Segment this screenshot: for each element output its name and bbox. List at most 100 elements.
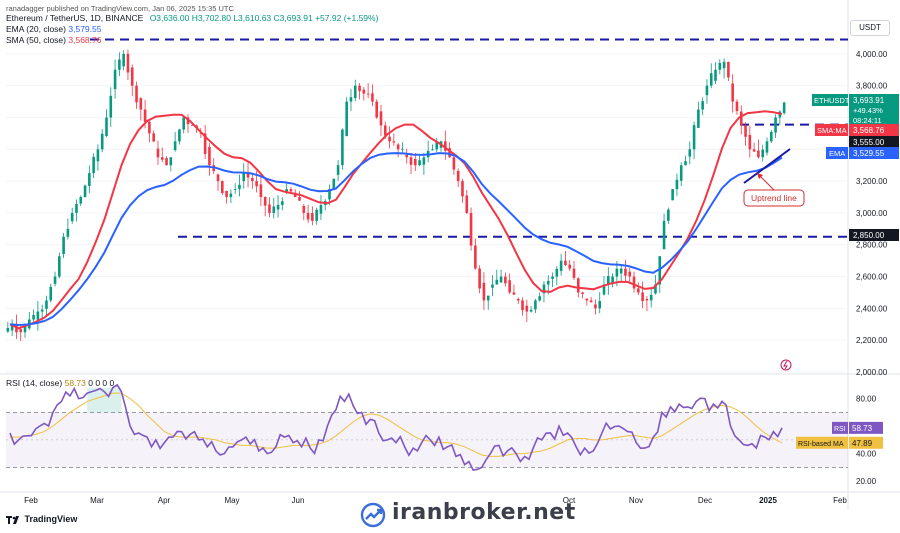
candle-body — [392, 141, 396, 143]
candle-body — [512, 292, 516, 295]
ema-label: EMA (20, close) — [6, 24, 66, 34]
candle-body — [233, 189, 237, 190]
candle-body — [251, 177, 254, 182]
candle-body — [748, 134, 752, 150]
candle-body — [739, 111, 743, 126]
ema-legend[interactable]: EMA (20, close) 3,579.55 — [6, 24, 101, 35]
candle-body — [255, 181, 258, 187]
candle-body — [474, 245, 477, 269]
annotation-text: Uptrend line — [751, 193, 797, 203]
price-tag-current: 3,693.91 — [853, 96, 885, 105]
candle-body — [285, 189, 288, 193]
candle-body — [658, 256, 662, 285]
price-tag-value: 3,529.55 — [853, 149, 885, 158]
rsi-ma-tag-name: RSI-based MA — [798, 441, 844, 448]
rsi-tag-name-bg — [832, 421, 848, 434]
candle-body — [697, 109, 700, 128]
candle-body — [718, 62, 722, 70]
watermark-text: iranbroker.net — [392, 500, 576, 525]
publisher-text: ranadagger published on TradingView.com,… — [6, 4, 234, 13]
ema-value: 3,579.55 — [68, 24, 102, 34]
sma-legend[interactable]: SMA (50, close) 3,568.76 — [6, 35, 101, 46]
candle-body — [478, 268, 481, 289]
candle-body — [714, 69, 717, 81]
candle-body — [602, 284, 606, 295]
annotation-arrowhead — [757, 173, 763, 179]
candle-body — [568, 264, 571, 269]
time-tick-label: Dec — [698, 496, 712, 505]
candle-body — [598, 301, 602, 309]
price-tag-value: 3,568.76 — [853, 126, 885, 135]
price-tags: ETHUSDT 3,693.91+49.43%08:24:11 SMA:MA 3,56… — [812, 94, 899, 241]
rsi-extra: 0 0 0 0 — [88, 378, 115, 388]
candle-body — [709, 73, 713, 86]
candle-body — [757, 150, 760, 158]
candle-body — [148, 121, 151, 134]
candle-body — [186, 117, 190, 125]
candle-body — [246, 173, 250, 178]
candle-body — [23, 324, 27, 333]
candle-body — [482, 282, 486, 301]
candle-body — [534, 300, 537, 310]
chart-header: ranadagger published on TradingView.com,… — [6, 3, 234, 15]
event-icon — [780, 359, 792, 371]
time-tick-label: Nov — [629, 496, 643, 505]
candle-body — [782, 102, 786, 114]
candle-body — [268, 204, 271, 213]
candle-body — [139, 98, 143, 110]
candle-body — [135, 85, 138, 103]
candle-body — [448, 148, 451, 158]
rsi-legend[interactable]: RSI (14, close) 58.73 0 0 0 0 — [6, 378, 114, 389]
price-tag-bg — [849, 124, 899, 136]
price-tick-label: 3,200.00 — [856, 177, 888, 186]
candle-body — [619, 268, 623, 274]
rsi-label: RSI (14, close) — [6, 378, 63, 388]
rsi-tick-label: 80.00 — [856, 395, 877, 404]
rsi-line — [9, 383, 783, 471]
candle-body — [469, 212, 473, 246]
candle-body — [401, 148, 404, 150]
candle-body — [349, 97, 353, 102]
candle-body — [122, 53, 125, 67]
candle-body — [667, 209, 670, 221]
candle-body — [336, 165, 340, 175]
candle-body — [396, 144, 400, 150]
candle-body — [516, 298, 520, 301]
symbol-name: Ethereum / TetherUS, 1D, BINANCE — [6, 13, 144, 23]
candle-body — [422, 157, 426, 165]
candle-body — [160, 157, 164, 160]
candle-body — [607, 276, 610, 285]
candle-body — [36, 311, 40, 320]
candle-body — [701, 101, 704, 110]
candle-body — [173, 141, 177, 151]
ema-line — [9, 152, 783, 327]
price-tick-label: 3,800.00 — [856, 82, 888, 91]
candle-body — [379, 111, 383, 126]
currency-button[interactable]: USDT — [850, 20, 890, 36]
time-tick-label: Mar — [90, 496, 104, 505]
sma-value: 3,568.76 — [68, 35, 102, 45]
candle-body — [70, 212, 74, 222]
candle-body — [92, 156, 95, 174]
candle-body — [504, 276, 507, 284]
candle-body — [178, 129, 181, 142]
price-tag-value: 3,555.00 — [853, 138, 885, 147]
rsi-tag-name: RSI — [834, 426, 846, 433]
candle-body — [10, 324, 14, 331]
candle-body — [358, 85, 361, 92]
candle-body — [594, 304, 597, 309]
rsi-tag-bg — [849, 421, 883, 434]
annotation-box — [743, 189, 805, 207]
candle-body — [221, 181, 224, 194]
candle-body — [6, 328, 10, 332]
candle-body — [328, 189, 331, 200]
candle-body — [199, 133, 203, 134]
candle-body — [435, 141, 439, 150]
candle-body — [581, 292, 584, 294]
candle-body — [306, 212, 310, 220]
price-tag-bg — [849, 136, 899, 148]
candle-body — [259, 184, 263, 198]
candle-body — [105, 117, 108, 136]
time-axis: Feb Mar Apr May Jun Oct Nov Dec 2025 Feb — [24, 496, 847, 505]
candle-body — [495, 279, 499, 285]
